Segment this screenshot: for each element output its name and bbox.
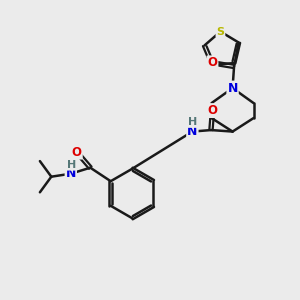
Text: N: N [66,167,76,180]
Text: O: O [72,146,82,159]
Text: O: O [208,56,218,69]
Text: N: N [227,82,238,94]
Text: S: S [216,27,224,37]
Text: O: O [208,104,218,117]
Text: H: H [67,160,76,170]
Text: N: N [187,125,198,138]
Text: H: H [188,117,198,127]
